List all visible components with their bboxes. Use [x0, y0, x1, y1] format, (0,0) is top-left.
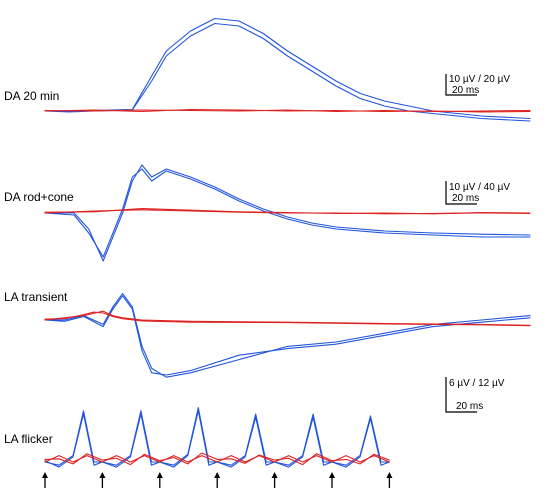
stimulus-arrow-icon — [214, 472, 221, 488]
trace-line-1 — [44, 168, 531, 258]
trace-line-2 — [44, 310, 531, 326]
trace-line-2 — [44, 455, 390, 463]
scale-bar-lines — [445, 181, 477, 205]
scale-bar-time: 20 ms — [452, 85, 479, 96]
stimulus-arrow-icon — [99, 472, 106, 488]
stimulus-arrow-icon — [271, 472, 278, 488]
trace-line-0 — [44, 164, 531, 262]
trace-line-1 — [44, 410, 390, 468]
trace-line-0 — [44, 17, 531, 120]
trace-line-1 — [44, 295, 531, 376]
stimulus-arrow-icon — [42, 472, 48, 488]
scale-bar-amplitude: 6 µV / 12 µV — [449, 378, 505, 389]
scale-bar-amplitude: 10 µV / 20 µV — [449, 74, 510, 85]
scale-bar-amplitude: 10 µV / 40 µV — [449, 182, 510, 193]
panel-label: DA 20 min — [4, 89, 59, 103]
trace-line-3 — [44, 208, 531, 215]
trace-line-0 — [44, 407, 390, 466]
scale-bar: 10 µV / 20 µV 20 ms — [445, 74, 510, 96]
panel-label: DA rod+cone — [4, 190, 74, 204]
scale-bar-time: 20 ms — [456, 401, 483, 412]
scale-bar: 10 µV / 40 µV 20 ms — [445, 181, 510, 205]
stimulus-arrow-icon — [156, 472, 163, 488]
panel-la-flicker: LA flicker 6 µV / 12 µV 20 ms — [4, 377, 505, 488]
trace-line-0 — [44, 293, 531, 378]
trace-line-3 — [44, 452, 390, 466]
trace-line-3 — [44, 109, 531, 113]
scale-bar: 6 µV / 12 µV 20 ms — [445, 377, 505, 413]
panel-label: LA flicker — [4, 432, 53, 446]
scale-bar-lines — [445, 377, 477, 413]
trace-line-1 — [44, 22, 531, 122]
stimulus-arrow-icon — [329, 472, 335, 488]
scale-bar-time: 20 ms — [452, 193, 479, 204]
panel-la-transient: LA transient — [4, 290, 531, 378]
stimulus-arrow-icon — [386, 472, 393, 488]
panel-label: LA transient — [4, 290, 68, 304]
trace-line-3 — [44, 311, 531, 327]
scale-bar-lines — [445, 74, 477, 96]
stimulus-markers — [42, 472, 393, 488]
panel-da-20-min: DA 20 min 10 µV / 20 µV 20 ms — [4, 17, 531, 122]
panel-da-rod-cone: DA rod+cone 10 µV / 40 µV 20 ms — [4, 164, 531, 262]
